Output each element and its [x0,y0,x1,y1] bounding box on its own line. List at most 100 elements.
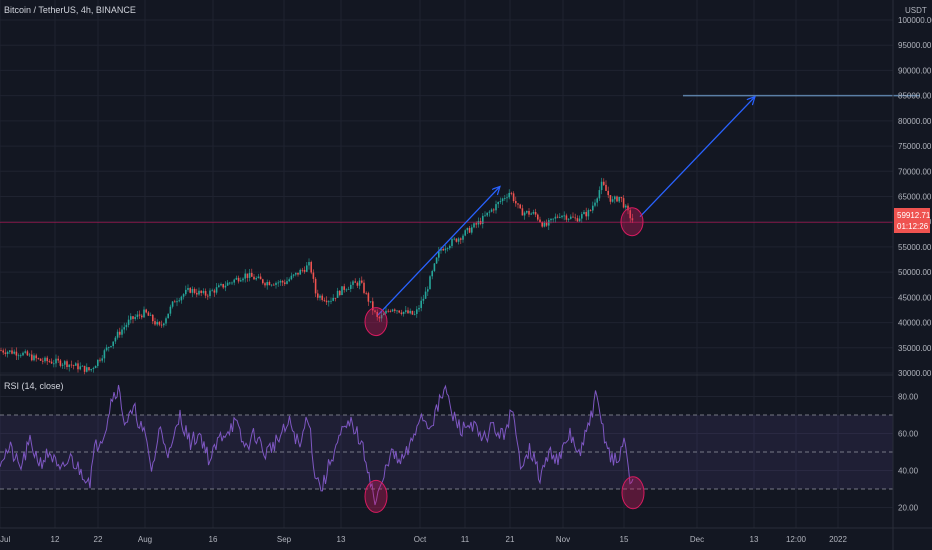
candle [565,213,568,223]
candle [530,212,532,215]
trend-arrow-2[interactable] [639,97,755,218]
currency-label: USDT [905,6,927,15]
candle-body [79,366,81,370]
x-tick-label: Jul [0,535,10,544]
candle-body [295,272,297,275]
rsi-marker-circle[interactable] [364,479,388,513]
price-marker-circle[interactable] [620,207,644,237]
rsi-title[interactable]: RSI (14, close) [4,381,64,391]
candle-body [9,350,11,352]
candle-body [26,351,29,356]
candle [211,288,213,292]
candle-body [574,217,576,219]
candle [37,357,40,360]
candle-body [20,355,22,357]
rsi-line[interactable] [0,384,634,506]
candle [334,297,337,302]
candle-body [233,279,235,283]
candle [46,355,48,365]
candle [6,350,9,358]
x-tick-label: 13 [337,535,346,544]
candle-body [141,315,143,318]
candle [33,353,35,362]
candle-body [622,198,625,208]
candle-body [376,311,378,317]
candle-body [460,238,462,240]
candle [532,209,535,215]
candle [86,363,88,373]
candle-body [110,346,112,348]
candle-body [330,300,332,302]
candle [180,295,183,304]
candle [55,354,57,368]
candle-body [523,212,526,216]
candle [116,329,119,340]
candle [204,288,207,299]
candle [273,283,275,286]
candle [312,269,315,283]
candle-body [231,282,233,284]
candle [570,214,572,220]
candle-body [163,323,165,326]
candle-body [138,314,141,316]
candle [215,282,218,295]
candle [394,308,396,314]
candle-body [15,351,18,356]
rsi-pane[interactable] [0,384,893,513]
x-tick-label: 22 [94,535,103,544]
candle-body [451,239,453,246]
candle [134,314,136,321]
candle [449,244,451,251]
candle-body [0,350,2,352]
price-pane[interactable] [0,94,920,375]
candle [325,296,328,305]
candle-body [345,289,348,291]
candle [178,297,180,303]
candle-body [455,238,458,242]
candle-body [101,358,103,361]
candle-body [616,196,618,202]
candle-body [517,203,519,205]
candle-body [297,272,299,275]
candle-body [385,310,387,314]
candle-body [119,331,121,335]
price-marker-circle[interactable] [364,307,388,337]
candle-body [374,310,376,312]
candle-body [196,292,198,295]
candle-body [235,277,238,280]
candle-body [534,211,537,215]
candle [319,294,321,301]
candle [42,357,44,365]
candle-body [147,312,150,316]
candle-body [59,360,62,366]
trend-arrow-1[interactable] [377,186,500,316]
candle-body [66,361,68,367]
candle [321,293,323,302]
candle [347,286,350,290]
candle [391,308,394,313]
candle-body [323,299,326,301]
candle [123,322,125,334]
candle [26,349,29,356]
candle [44,356,46,364]
candle [143,306,145,318]
candle [578,215,581,222]
candle-body [484,215,486,217]
candle-body [35,355,37,359]
candle-body [24,351,26,353]
candle-body [134,317,136,319]
candle [389,309,392,313]
candle-body [68,364,70,367]
candle [387,308,389,313]
candle-body [501,198,504,202]
candle-body [292,274,295,276]
symbol-title[interactable]: Bitcoin / TetherUS, 4h, BINANCE [4,5,136,15]
price-badge-value: 59912.71 [897,211,931,220]
candle-body [136,314,139,318]
price-tick-label: 100000.00 [898,16,932,25]
candle [350,281,352,293]
candle [220,282,222,287]
rsi-marker-circle[interactable] [621,476,645,510]
candle-body [446,248,449,249]
